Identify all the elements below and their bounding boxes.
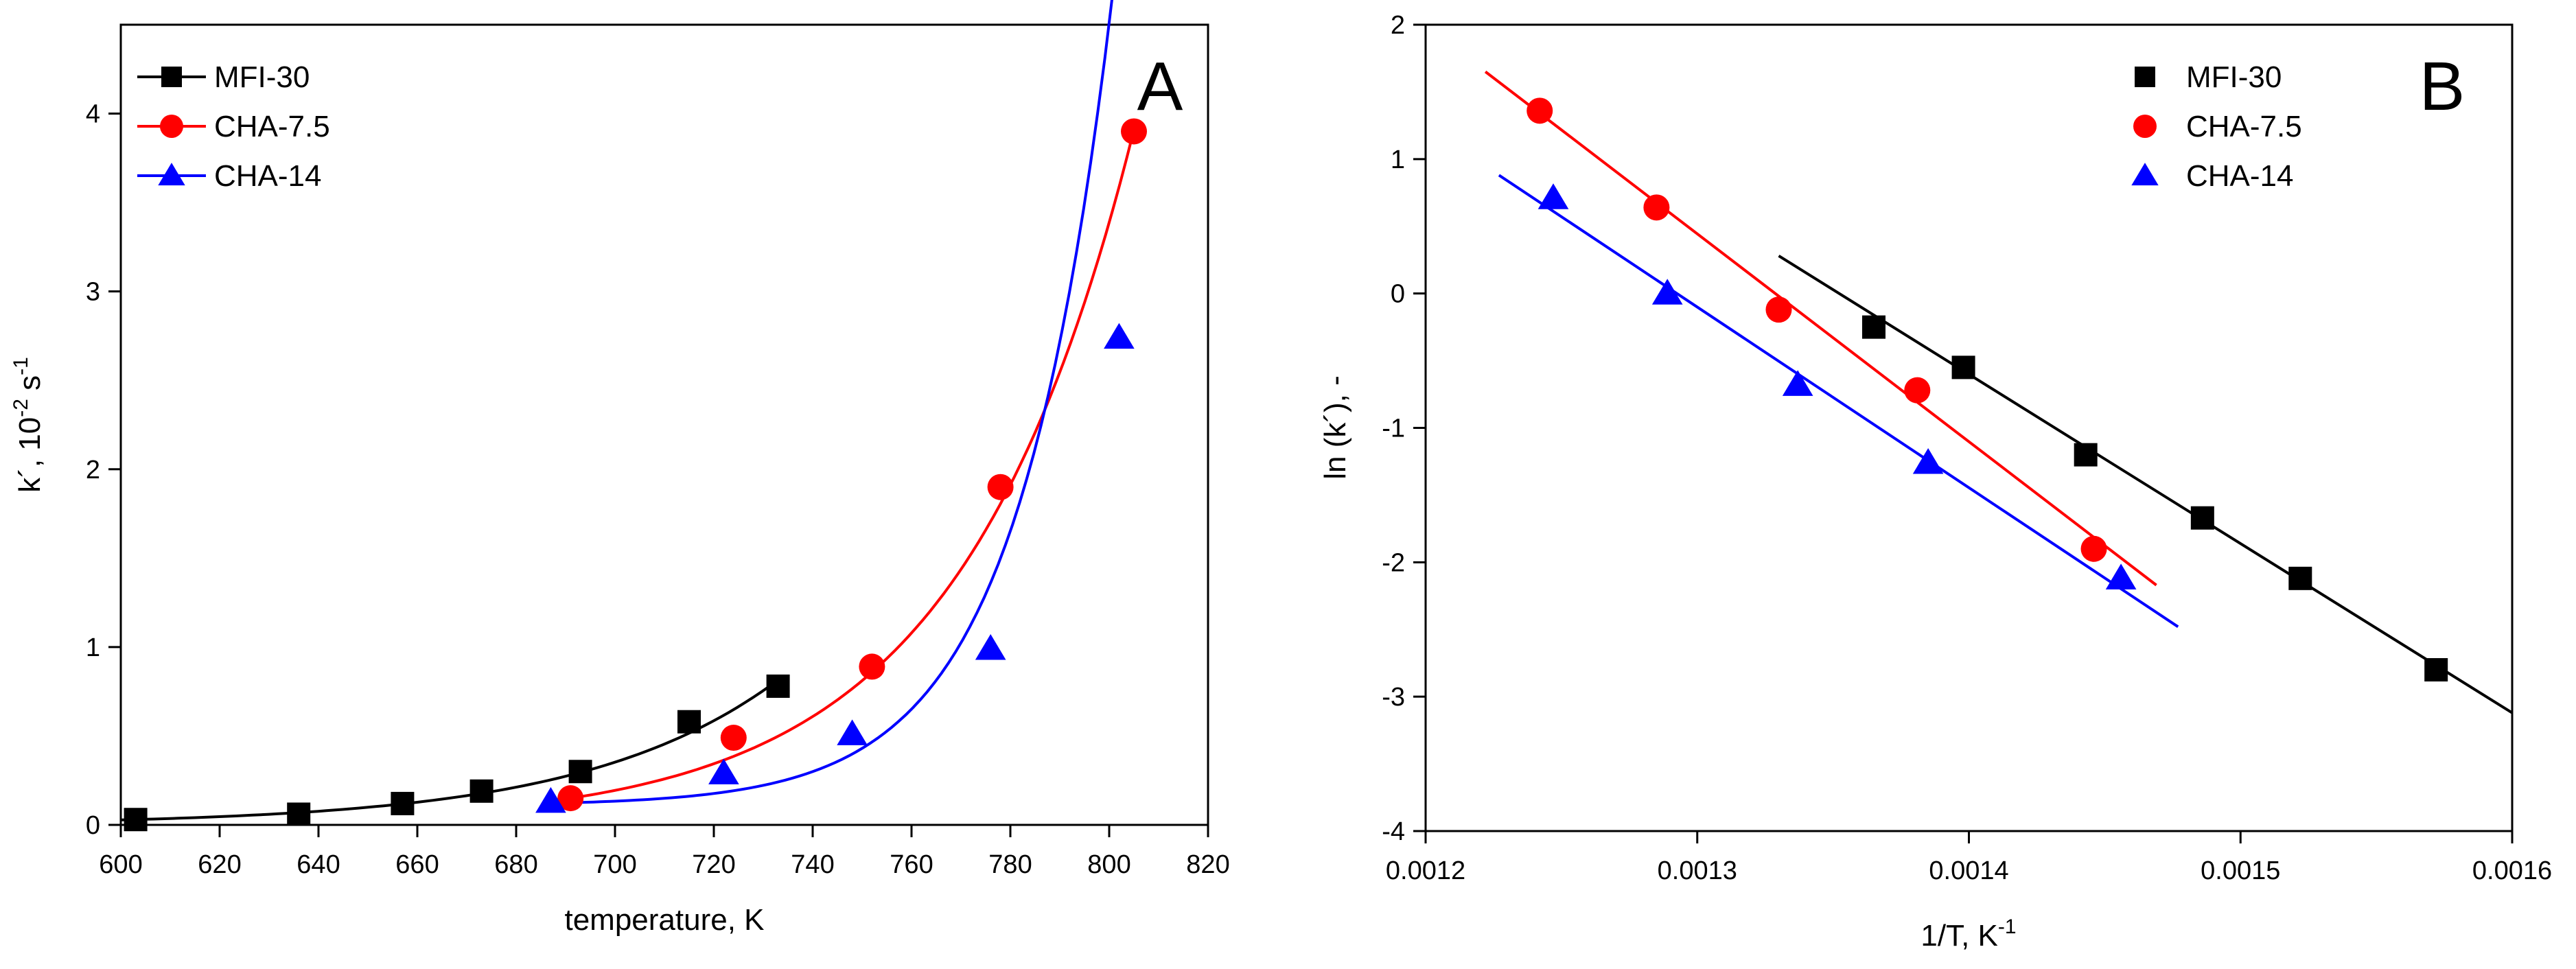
panel-label: A [1137, 48, 1183, 125]
y-tick-label: 1 [86, 633, 100, 662]
data-point-mfi-30 [1951, 355, 1975, 380]
data-point-mfi-30 [391, 791, 415, 815]
y-tick-label: 1 [1391, 145, 1405, 174]
x-tick-label: 620 [198, 850, 241, 879]
x-tick-label: 820 [1186, 850, 1229, 879]
legend-marker [161, 67, 182, 87]
data-point-cha-14 [1104, 323, 1135, 349]
data-point-mfi-30 [2074, 443, 2098, 467]
chart-panel-a: 600 620 640 660 680 700 720 740 760 780 800 820 0 1 2 3… [10, 0, 1230, 937]
data-point-cha-14 [1912, 447, 1944, 474]
x-axis-title-main: 1/T, K [1921, 919, 1998, 953]
data-point-mfi-30 [469, 779, 494, 803]
data-point-cha-7.5 [557, 785, 584, 812]
y-axis-title: ln (k´), - [1319, 375, 1352, 480]
data-point-mfi-30 [2190, 506, 2214, 530]
data-point-cha-14 [1538, 183, 1569, 209]
x-tick-label: 0.0013 [1658, 856, 1737, 885]
x-tick-label: 640 [297, 850, 340, 879]
data-point-mfi-30 [124, 808, 148, 832]
y-tick-label: -2 [1382, 548, 1405, 577]
legend-marker [2135, 67, 2155, 87]
legend-label: MFI-30 [2186, 60, 2282, 94]
plot-frame [1424, 23, 2514, 832]
data-point-mfi-30 [568, 760, 592, 784]
data-point-mfi-30 [766, 674, 790, 698]
fit-line-cha-14 [550, 0, 1113, 805]
data-point-cha-7.5 [720, 725, 747, 751]
y-tick-label: -1 [1382, 415, 1405, 443]
legend-marker [160, 115, 183, 138]
x-tick-label: 0.0016 [2472, 856, 2552, 885]
legend-marker [2131, 163, 2159, 186]
x-tick-label: 0.0014 [1929, 856, 2008, 885]
data-point-mfi-30 [2288, 566, 2312, 590]
y-axis-title-main: k´, 10 [13, 417, 47, 493]
y-axis-title: k´, 10-2 s-1 [10, 357, 47, 493]
data-point-cha-14 [535, 786, 566, 813]
data-point-mfi-30 [2424, 658, 2448, 681]
y-tick-label: -3 [1382, 683, 1405, 712]
x-tick-label: 660 [395, 850, 439, 879]
y-tick-label: 0 [1391, 280, 1405, 309]
x-tick-label: 0.0012 [1386, 856, 1465, 885]
y-axis-title-exponent: -2 [10, 399, 32, 417]
y-tick-label: 2 [1391, 11, 1405, 40]
data-point-cha-7.5 [2080, 535, 2107, 562]
fit-line-cha-7.5 [1484, 70, 2157, 587]
x-tick-label: 740 [791, 850, 834, 879]
x-tick-label: 780 [988, 850, 1032, 879]
x-tick-label: 800 [1087, 850, 1130, 879]
data-point-cha-14 [708, 758, 739, 784]
y-tick-label: 2 [86, 456, 100, 485]
data-point-cha-7.5 [1643, 194, 1670, 221]
legend-marker [2133, 115, 2157, 138]
chart-panel-b: 0.0012 0.0013 0.0014 0.0015 0.0016 -4 -3 -2 -1 0 1… [1319, 11, 2552, 953]
legend-label: CHA-7.5 [2186, 110, 2302, 143]
x-axis-title-exponent: -1 [1998, 915, 2017, 938]
panel-label: B [2420, 48, 2465, 125]
x-tick-label: 760 [890, 850, 933, 879]
x-tick-label: 720 [692, 850, 735, 879]
data-point-cha-14 [837, 719, 868, 745]
data-point-cha-7.5 [1121, 118, 1147, 145]
data-point-mfi-30 [1861, 315, 1885, 339]
fit-line-mfi-30 [120, 679, 779, 821]
data-point-cha-14 [2105, 563, 2137, 589]
data-point-cha-14 [1782, 370, 1813, 396]
data-point-mfi-30 [677, 710, 701, 734]
data-point-cha-7.5 [987, 474, 1014, 500]
legend-label: CHA-14 [214, 159, 322, 193]
y-tick-label: 3 [86, 278, 100, 307]
legend-label: MFI-30 [214, 60, 310, 94]
x-tick-label: 700 [593, 850, 636, 879]
y-axis-title-exponent: -1 [10, 357, 32, 375]
data-point-cha-7.5 [1904, 377, 1931, 404]
x-tick-label: 0.0015 [2201, 856, 2280, 885]
plot-frame [119, 23, 1209, 826]
fit-line-mfi-30 [1778, 255, 2514, 714]
data-point-cha-14 [975, 634, 1006, 660]
y-tick-label: -4 [1382, 817, 1405, 846]
data-point-cha-7.5 [859, 653, 885, 680]
y-tick-label: 0 [86, 811, 100, 840]
x-tick-label: 680 [494, 850, 537, 879]
y-tick-label: 4 [86, 100, 100, 129]
x-axis-title: 1/T, K-1 [1921, 915, 2016, 953]
data-point-cha-7.5 [1765, 296, 1792, 323]
fit-line-cha-14 [1498, 174, 2179, 628]
data-point-mfi-30 [287, 802, 311, 826]
legend-label: CHA-7.5 [214, 110, 330, 143]
x-axis-title: temperature, K [564, 903, 764, 937]
y-axis-title-unit: s [13, 375, 47, 399]
legend-label: CHA-14 [2186, 159, 2294, 193]
x-tick-label: 600 [99, 850, 142, 879]
data-point-cha-7.5 [1527, 97, 1553, 124]
legend-marker [158, 163, 185, 186]
fit-line-cha-7.5 [570, 129, 1135, 800]
data-point-cha-14 [1651, 279, 1683, 305]
